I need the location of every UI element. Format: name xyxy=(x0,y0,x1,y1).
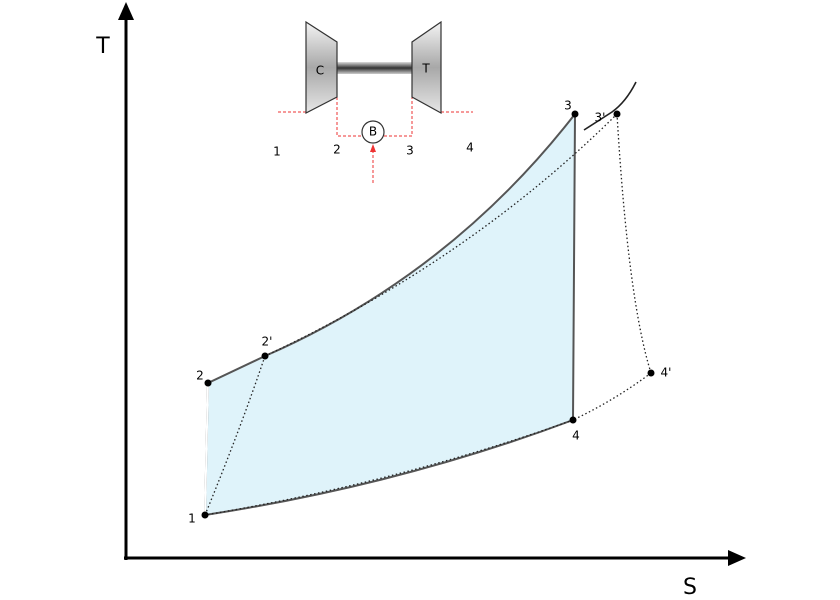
isobar-1-2 xyxy=(204,382,209,516)
point-label: 2 xyxy=(196,369,204,383)
turbine xyxy=(411,20,442,115)
station-label: 4 xyxy=(466,141,474,155)
point xyxy=(204,379,212,387)
burner xyxy=(361,120,385,144)
flow-lines xyxy=(278,97,473,183)
point xyxy=(613,110,621,118)
axes: T S xyxy=(95,2,746,600)
station-label: 2 xyxy=(333,143,341,157)
point-label: 3' xyxy=(595,111,606,125)
point-label: 3 xyxy=(564,99,572,113)
ideal-cycle xyxy=(203,111,577,517)
x-label: S xyxy=(683,575,697,600)
expansion-real xyxy=(616,113,652,374)
compressor xyxy=(305,20,338,114)
isobar-extension xyxy=(583,81,637,131)
fuel-arrow xyxy=(370,144,376,152)
point xyxy=(571,110,579,118)
flow-line xyxy=(336,97,362,137)
cooling-real xyxy=(204,419,574,516)
shaft xyxy=(337,62,412,74)
heating-real xyxy=(264,113,618,357)
point-label: 2' xyxy=(262,335,273,349)
point xyxy=(261,352,269,360)
exhaust-real xyxy=(572,372,652,421)
point xyxy=(569,416,577,424)
point-label: 4' xyxy=(661,366,672,380)
y-label: T xyxy=(95,34,110,59)
compressor-label: C xyxy=(316,64,324,78)
y-arrow xyxy=(118,2,134,20)
engine-schematic: C T B 1 2 3 4 xyxy=(273,20,474,183)
burner-label: B xyxy=(369,125,377,139)
turbine-label: T xyxy=(421,62,430,76)
station-label: 3 xyxy=(406,144,414,158)
station-label: 1 xyxy=(273,145,281,159)
flow-line xyxy=(384,97,413,137)
point xyxy=(201,511,209,519)
point-label: 4 xyxy=(572,429,580,443)
point-label: 1 xyxy=(188,512,196,526)
x-arrow xyxy=(728,550,746,566)
real-cycle xyxy=(204,113,652,516)
state-points xyxy=(201,110,655,519)
compression-real xyxy=(204,355,266,516)
point xyxy=(647,369,655,377)
